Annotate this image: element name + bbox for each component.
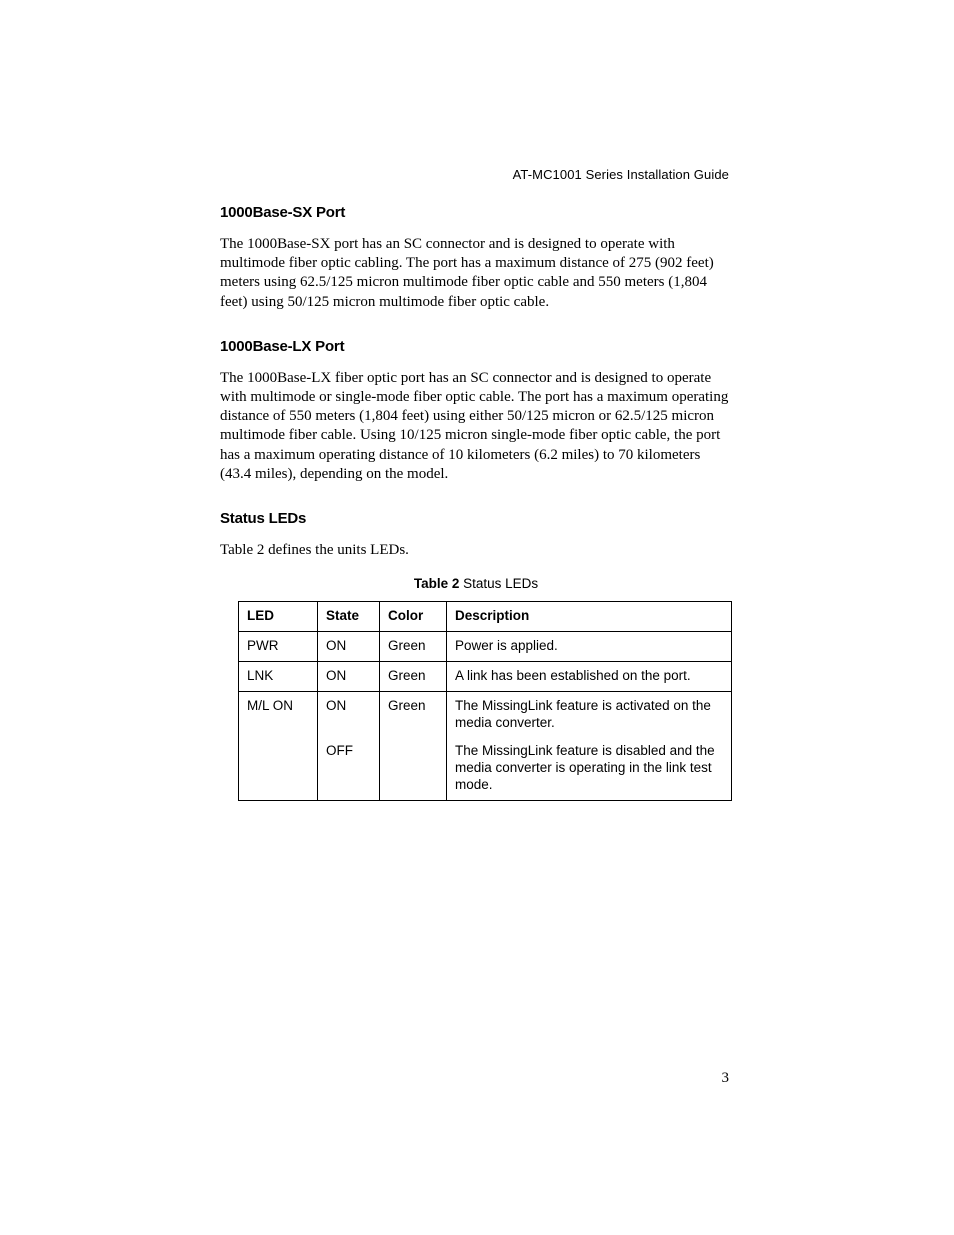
table-header-row: LED State Color Description [239,602,732,632]
content-area: 1000Base-SX Port The 1000Base-SX port ha… [220,204,732,801]
cell-led: M/L ON [239,691,318,737]
body-1000base-sx: The 1000Base-SX port has an SC connector… [220,235,732,312]
heading-1000base-sx: 1000Base-SX Port [220,204,732,221]
cell-color: Green [380,661,447,691]
table-caption-bold: Table 2 [414,576,460,591]
cell-desc: The MissingLink feature is disabled and … [447,737,732,800]
table-row: OFF The MissingLink feature is disabled … [239,737,732,800]
running-header: AT-MC1001 Series Installation Guide [513,167,729,182]
status-leds-table: LED State Color Description PWR ON Green… [238,601,732,801]
col-header-color: Color [380,602,447,632]
cell-color: Green [380,691,447,737]
table-row: M/L ON ON Green The MissingLink feature … [239,691,732,737]
cell-state: OFF [318,737,380,800]
cell-color [380,737,447,800]
heading-1000base-lx: 1000Base-LX Port [220,338,732,355]
cell-state: ON [318,691,380,737]
cell-state: ON [318,661,380,691]
cell-desc: The MissingLink feature is activated on … [447,691,732,737]
cell-led: PWR [239,631,318,661]
col-header-desc: Description [447,602,732,632]
col-header-state: State [318,602,380,632]
table-caption-rest: Status LEDs [459,576,538,591]
cell-desc: Power is applied. [447,631,732,661]
body-status-leds-intro: Table 2 defines the units LEDs. [220,541,732,560]
cell-color: Green [380,631,447,661]
cell-desc: A link has been established on the port. [447,661,732,691]
table-caption: Table 2 Status LEDs [220,576,732,591]
heading-status-leds: Status LEDs [220,510,732,527]
cell-state: ON [318,631,380,661]
cell-led: LNK [239,661,318,691]
table-row: PWR ON Green Power is applied. [239,631,732,661]
page-number: 3 [722,1070,730,1087]
cell-led [239,737,318,800]
page: AT-MC1001 Series Installation Guide 1000… [0,0,954,1235]
table-row: LNK ON Green A link has been established… [239,661,732,691]
col-header-led: LED [239,602,318,632]
body-1000base-lx: The 1000Base-LX fiber optic port has an … [220,369,732,484]
